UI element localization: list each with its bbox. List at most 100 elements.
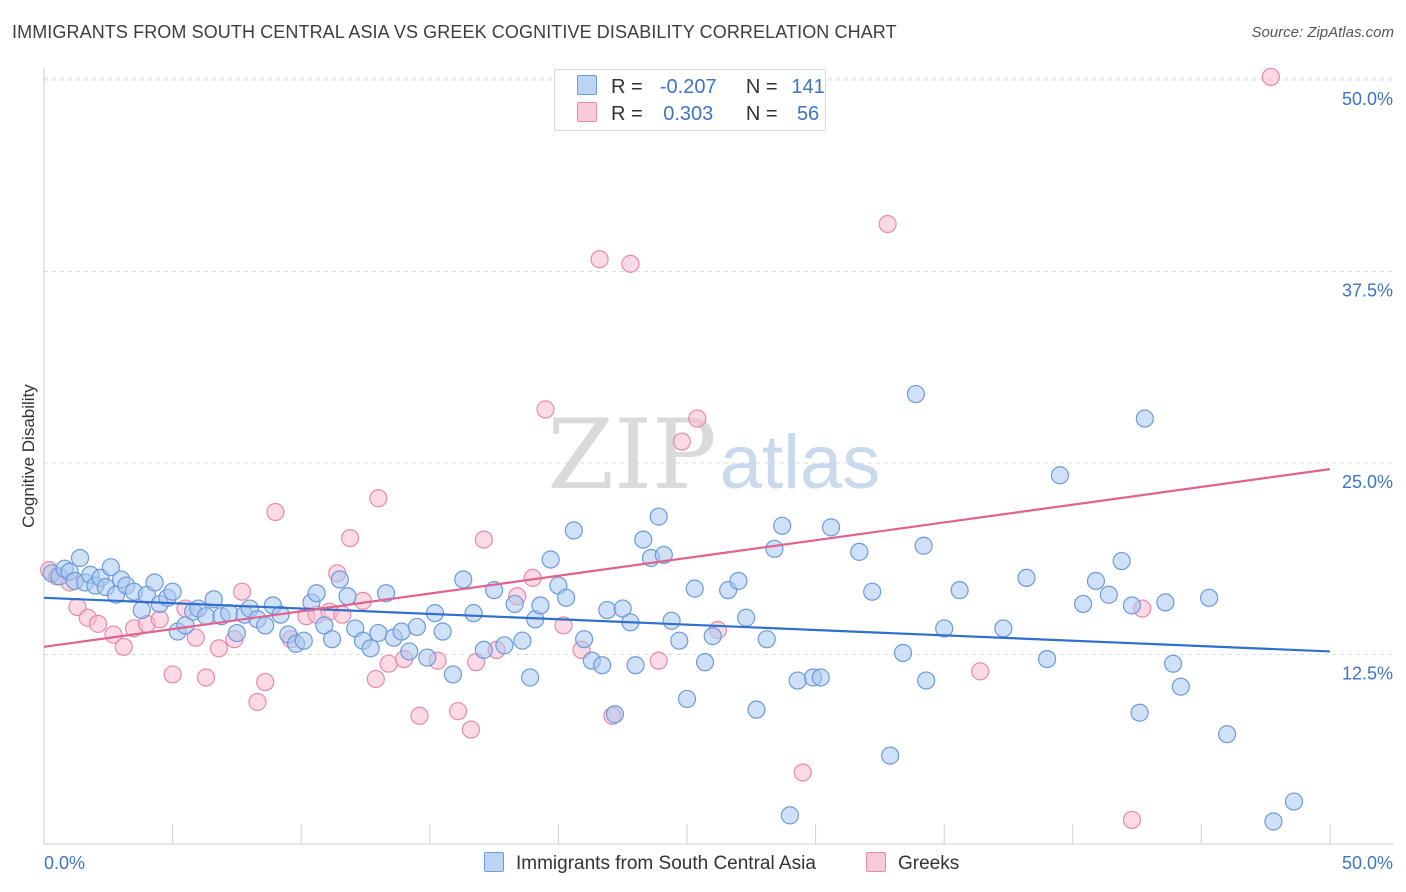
south-central-asia-point [1037, 649, 1057, 669]
south-central-asia-point [322, 630, 342, 649]
stats-legend: R = -0.207 N = 141 R = 0.303 N = 56 [554, 69, 826, 131]
south-central-asia-point [557, 588, 576, 607]
south-central-asia-point [765, 539, 784, 558]
south-central-asia-point [163, 582, 182, 601]
south-central-asia-point [598, 600, 617, 620]
greeks-point [474, 530, 493, 549]
series-legend-swatch-pink [866, 852, 886, 872]
south-central-asia-point [564, 521, 583, 540]
greeks-point [88, 614, 108, 633]
south-central-asia-point [541, 550, 560, 569]
greeks-point [461, 720, 481, 739]
legend-n-label: N = [745, 76, 778, 98]
south-central-asia-point [418, 648, 437, 667]
south-central-asia-point [145, 573, 164, 592]
south-central-asia-point [1112, 551, 1131, 571]
greeks-point [649, 651, 668, 670]
south-central-asia-point [788, 671, 807, 690]
greeks-point [196, 668, 216, 687]
greeks-point [369, 489, 388, 508]
south-central-asia-point [101, 558, 120, 577]
south-central-asia-point [906, 384, 926, 404]
south-central-asia-point [1122, 596, 1142, 615]
series-legend-item-south-central-asia: Immigrants from South Central Asia [484, 852, 816, 875]
trend-lines [43, 468, 1331, 653]
legend-row-south-central-asia: R = -0.207 N = 141 [577, 75, 833, 101]
south-central-asia-point [220, 604, 239, 623]
south-central-asia-point [531, 596, 550, 615]
series-legend-swatch-blue [484, 852, 504, 872]
series-legend-label: Immigrants from South Central Asia [516, 853, 816, 874]
greeks-point [554, 616, 573, 635]
south-central-asia-point [613, 599, 632, 618]
south-central-asia-point [1284, 792, 1304, 811]
south-central-asia-point [575, 630, 594, 649]
south-central-asia-point [747, 700, 766, 719]
south-central-asia-point [685, 579, 704, 598]
legend-n-label: N = [745, 103, 778, 125]
greeks-point [163, 665, 182, 684]
greeks-point [150, 610, 169, 629]
south-central-asia-point [757, 630, 776, 649]
greeks-point [266, 502, 285, 522]
legend-n-value: 141 [791, 76, 825, 98]
south-central-asia-point [1017, 568, 1036, 588]
south-central-asia-point [1156, 593, 1175, 612]
south-central-asia-point [294, 631, 313, 650]
legend-swatch-blue [577, 75, 597, 95]
south-central-asia-trend-line [43, 596, 1331, 653]
greeks-point [688, 409, 707, 428]
greeks-point [248, 692, 267, 712]
x-tick-label-max: 50.0% [1342, 853, 1393, 873]
greeks-point [448, 702, 468, 721]
south-central-asia-point [1086, 571, 1106, 591]
south-central-asia-point [677, 689, 697, 709]
south-central-asia-point [400, 642, 419, 661]
south-central-asia-point [1073, 594, 1093, 614]
south-central-asia-point [914, 536, 933, 555]
south-central-asia-point [338, 587, 357, 606]
south-central-asia-point [811, 668, 830, 687]
south-central-asia-point [376, 584, 396, 603]
chart-title: IMMIGRANTS FROM SOUTH CENTRAL ASIA VS GR… [12, 22, 897, 42]
south-central-asia-point [863, 582, 882, 601]
south-central-asia-point [626, 656, 645, 675]
greeks-point [1122, 810, 1142, 830]
south-central-asia-point [1264, 812, 1283, 831]
south-central-asia-point [433, 622, 452, 641]
south-central-asia-point [1050, 466, 1070, 485]
south-central-asia-point [881, 746, 900, 765]
legend-r-label: R = [611, 103, 643, 125]
y-axis-label: Cognitive Disability [19, 384, 38, 528]
south-central-asia-point [443, 665, 463, 684]
south-central-asia-point [695, 653, 715, 672]
south-central-asia-point [513, 631, 532, 650]
greeks-trend-line [43, 468, 1331, 648]
y-tick-label: 37.5% [1342, 281, 1393, 301]
south-central-asia-point [821, 518, 841, 537]
south-central-asia-point [649, 507, 668, 526]
south-central-asia-point [634, 530, 653, 549]
south-central-asia-point [850, 542, 869, 561]
south-central-asia-point [994, 619, 1013, 638]
south-central-asia-point [505, 594, 524, 614]
legend-swatch-pink [577, 102, 597, 122]
south-central-asia-point [330, 570, 349, 589]
greeks-point [256, 672, 275, 692]
legend-r-label: R = [611, 76, 643, 98]
greeks-point [333, 605, 352, 624]
south-central-asia-point [950, 581, 969, 600]
chart-source: Source: ZipAtlas.com [1251, 24, 1394, 41]
south-central-asia-point [454, 570, 473, 589]
y-tick-label: 50.0% [1342, 89, 1393, 109]
greeks-point [878, 214, 897, 234]
south-central-asia-point [1135, 409, 1154, 428]
south-central-asia-point [703, 627, 722, 646]
legend-n-value: 56 [796, 103, 820, 125]
south-central-asia-point [227, 623, 246, 643]
greeks-point [1261, 67, 1280, 87]
south-central-asia-point [780, 806, 799, 825]
greeks-point [621, 254, 640, 273]
greeks-point [410, 706, 429, 725]
